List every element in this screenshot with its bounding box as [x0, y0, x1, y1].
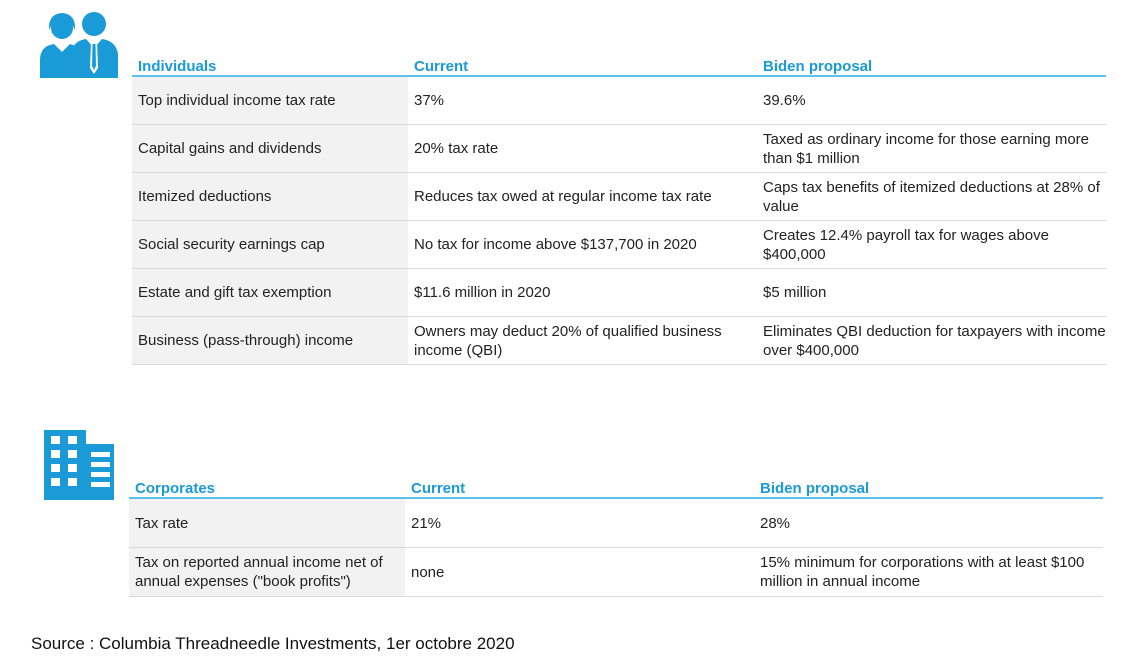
- proposal-value: $5 million: [757, 268, 1106, 317]
- header-corporates: Corporates: [129, 475, 405, 499]
- table-row: Itemized deductions Reduces tax owed at …: [132, 172, 1106, 221]
- corporates-table: Corporates Current Biden proposal Tax ra…: [129, 475, 1103, 597]
- row-label: Itemized deductions: [132, 172, 408, 221]
- table-row: Social security earnings cap No tax for …: [132, 220, 1106, 269]
- current-value: $11.6 million in 2020: [408, 268, 757, 317]
- table-row: Estate and gift tax exemption $11.6 mill…: [132, 268, 1106, 317]
- proposal-value: Creates 12.4% payroll tax for wages abov…: [757, 220, 1106, 269]
- row-label: Top individual income tax rate: [132, 76, 408, 125]
- header-current: Current: [405, 475, 754, 499]
- header-individuals: Individuals: [132, 53, 408, 77]
- table-row: Tax rate 21% 28%: [129, 498, 1103, 548]
- current-value: 21%: [405, 498, 754, 548]
- proposal-value: Taxed as ordinary income for those earni…: [757, 124, 1106, 173]
- table-header-row: Individuals Current Biden proposal: [132, 53, 1106, 77]
- header-current: Current: [408, 53, 757, 77]
- row-label: Business (pass-through) income: [132, 316, 408, 365]
- row-label: Social security earnings cap: [132, 220, 408, 269]
- proposal-value: 15% minimum for corporations with at lea…: [754, 547, 1103, 597]
- row-label: Tax rate: [129, 498, 405, 548]
- current-value: No tax for income above $137,700 in 2020: [408, 220, 757, 269]
- row-label: Estate and gift tax exemption: [132, 268, 408, 317]
- header-biden-proposal: Biden proposal: [757, 53, 1106, 77]
- row-label: Capital gains and dividends: [132, 124, 408, 173]
- proposal-value: Eliminates QBI deduction for taxpayers w…: [757, 316, 1106, 365]
- proposal-value: 28%: [754, 498, 1103, 548]
- building-icon: [44, 430, 114, 500]
- proposal-value: 39.6%: [757, 76, 1106, 125]
- current-value: Owners may deduct 20% of qualified busin…: [408, 316, 757, 365]
- source-note: Source : Columbia Threadneedle Investmen…: [31, 634, 515, 653]
- individuals-table: Individuals Current Biden proposal Top i…: [132, 53, 1106, 365]
- current-value: 37%: [408, 76, 757, 125]
- table-row: Top individual income tax rate 37% 39.6%: [132, 76, 1106, 125]
- header-biden-proposal: Biden proposal: [754, 475, 1103, 499]
- table-row: Business (pass-through) income Owners ma…: [132, 316, 1106, 365]
- current-value: Reduces tax owed at regular income tax r…: [408, 172, 757, 221]
- people-icon: [40, 12, 118, 78]
- table-row: Capital gains and dividends 20% tax rate…: [132, 124, 1106, 173]
- proposal-value: Caps tax benefits of itemized deductions…: [757, 172, 1106, 221]
- row-label: Tax on reported annual income net of ann…: [129, 547, 405, 597]
- current-value: 20% tax rate: [408, 124, 757, 173]
- current-value: none: [405, 547, 754, 597]
- table-row: Tax on reported annual income net of ann…: [129, 547, 1103, 597]
- table-header-row: Corporates Current Biden proposal: [129, 475, 1103, 499]
